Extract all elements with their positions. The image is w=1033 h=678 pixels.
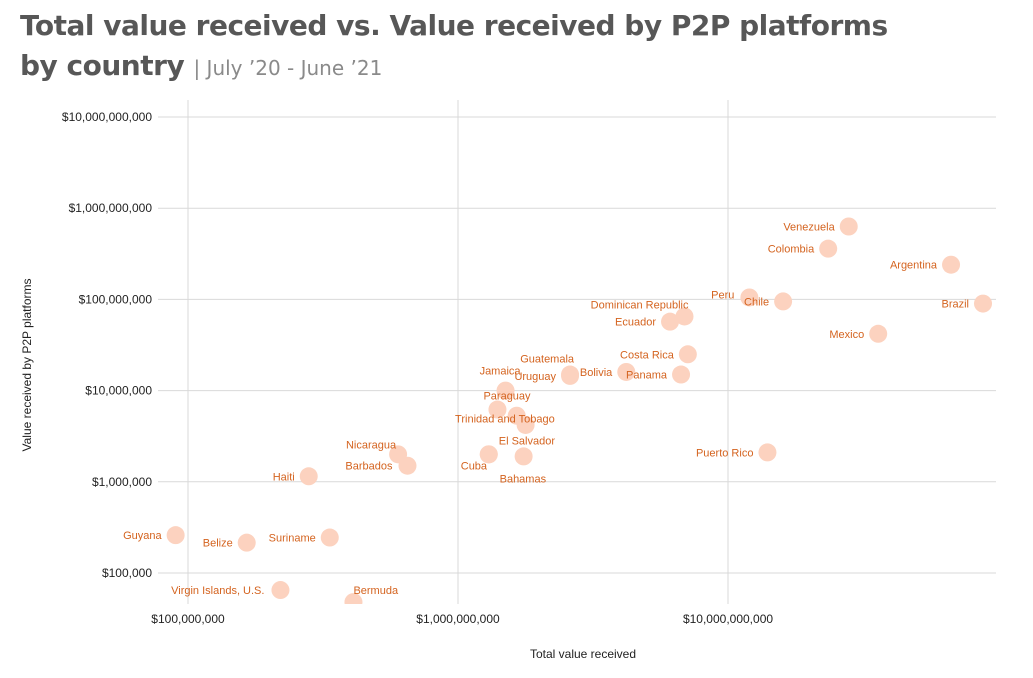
y-tick-label: $100,000 xyxy=(102,566,152,580)
point-label: Guatemala xyxy=(520,354,575,366)
data-point xyxy=(678,345,697,364)
y-axis-title: Value received by P2P platforms xyxy=(20,279,34,452)
point-label: Panama xyxy=(626,370,668,382)
x-tick-label: $10,000,000,000 xyxy=(683,612,773,626)
data-point xyxy=(740,288,759,307)
data-point xyxy=(561,366,580,385)
y-tick-label: $1,000,000,000 xyxy=(69,201,153,215)
point-label: Nicaragua xyxy=(346,439,397,451)
chart-subtitle: | July ’20 - June ’21 xyxy=(193,56,383,80)
data-point xyxy=(974,294,993,313)
point-label: Paraguay xyxy=(483,391,531,403)
data-point xyxy=(869,324,888,343)
data-point xyxy=(479,445,498,464)
point-label: Peru xyxy=(711,289,734,301)
grid-lines xyxy=(158,100,996,604)
point-label: Belize xyxy=(203,538,233,550)
data-point xyxy=(320,528,339,547)
x-axis-ticks: $100,000,000 $1,000,000,000 $10,000,000,00… xyxy=(151,612,773,626)
point-label: Haiti xyxy=(273,471,295,483)
point-label: El Salvador xyxy=(499,435,556,447)
y-tick-label: $10,000,000 xyxy=(85,384,152,398)
chart-title-line-2: by country | July ’20 - June ’21 xyxy=(20,46,1020,88)
data-point xyxy=(488,400,507,419)
x-tick-label: $100,000,000 xyxy=(151,612,225,626)
data-point xyxy=(942,255,961,274)
y-tick-label: $1,000,000 xyxy=(92,475,152,489)
point-label: Uruguay xyxy=(514,371,556,383)
point-label: Mexico xyxy=(829,329,864,341)
data-point xyxy=(839,217,858,236)
title-block: Total value received vs. Value received … xyxy=(20,6,1020,88)
x-tick-label: $1,000,000,000 xyxy=(416,612,500,626)
point-label: Chile xyxy=(744,296,769,308)
data-point xyxy=(774,292,793,311)
data-point xyxy=(516,415,535,434)
point-label: Bolivia xyxy=(580,367,613,379)
point-label: Virgin Islands, U.S. xyxy=(171,585,264,597)
chart-title-line-1: Total value received vs. Value received … xyxy=(20,9,888,42)
point-label: Venezuela xyxy=(783,222,835,234)
data-point xyxy=(514,447,533,466)
point-label: Suriname xyxy=(269,533,316,545)
data-point xyxy=(271,581,290,600)
data-point xyxy=(617,362,636,381)
point-label: Bermuda xyxy=(353,585,399,597)
point-label: Trinidad and Tobago xyxy=(455,414,555,426)
data-point xyxy=(344,593,363,604)
point-label: Ecuador xyxy=(615,317,656,329)
point-label: Colombia xyxy=(768,244,815,256)
point-label: Dominican Republic xyxy=(591,299,689,311)
y-axis-ticks: $100,000 $1,000,000 $10,000,000 $100,000,00… xyxy=(62,110,152,580)
point-label: Argentina xyxy=(890,260,938,272)
point-labels: Venezuela Colombia Argentina Brazil Peru Chil… xyxy=(123,222,969,598)
point-label: Cuba xyxy=(461,460,488,472)
y-tick-label: $100,000,000 xyxy=(79,292,153,306)
data-point xyxy=(496,381,515,400)
chart-title-line-2-text: by country xyxy=(20,49,185,82)
data-point xyxy=(661,312,680,331)
x-axis-title: Total value received xyxy=(530,647,636,661)
data-point xyxy=(672,365,691,384)
data-point xyxy=(675,307,694,326)
data-points xyxy=(166,217,993,604)
point-label: Brazil xyxy=(941,299,969,311)
data-point xyxy=(299,467,318,486)
data-point xyxy=(758,443,777,462)
data-point xyxy=(398,456,417,475)
point-label: Costa Rica xyxy=(620,349,675,361)
data-point xyxy=(237,533,256,552)
point-label: Bahamas xyxy=(500,473,547,485)
data-point xyxy=(819,239,838,258)
y-tick-label: $10,000,000,000 xyxy=(62,110,152,124)
point-label: Jamaica xyxy=(480,366,522,378)
data-point xyxy=(166,526,185,545)
point-label: Puerto Rico xyxy=(696,447,753,459)
point-label: Guyana xyxy=(123,530,162,542)
point-label: Barbados xyxy=(345,461,393,473)
